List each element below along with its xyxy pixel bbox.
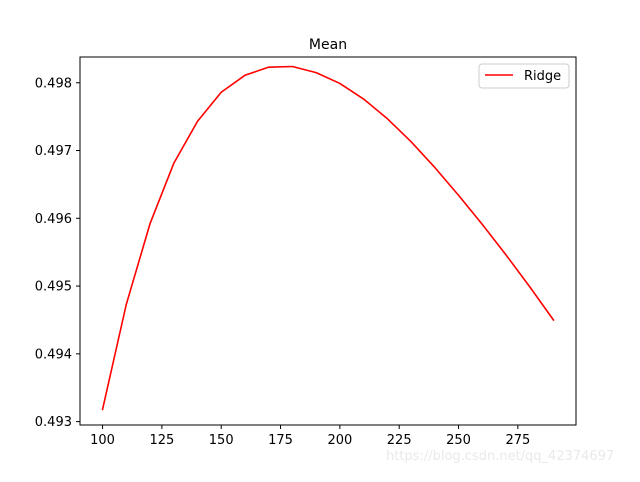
chart-title: Mean [309, 37, 347, 53]
series-line-ridge [101, 65, 555, 411]
x-tick-label: 125 [149, 433, 174, 448]
plot-area [80, 57, 576, 425]
legend: Ridge [478, 63, 570, 89]
series-layer [101, 65, 555, 411]
x-tick-label: 175 [268, 433, 293, 448]
x-tick-label: 150 [209, 433, 234, 448]
x-tick-label: 100 [90, 433, 115, 448]
x-axis: 100 125 150 175 200 225 250 275 [90, 425, 530, 448]
watermark: https://blog.csdn.net/qq_42374697 [386, 449, 615, 464]
x-tick-label: 225 [387, 433, 412, 448]
y-tick-label: 0.498 [35, 76, 72, 91]
legend-box [478, 63, 570, 89]
y-tick-label: 0.494 [35, 347, 72, 362]
y-tick-label: 0.496 [35, 212, 72, 227]
legend-label-ridge: Ridge [524, 69, 561, 84]
y-tick-label: 0.497 [35, 144, 72, 159]
x-tick-label: 275 [505, 433, 530, 448]
x-tick-label: 200 [327, 433, 352, 448]
x-tick-label: 250 [446, 433, 471, 448]
plot-frame [79, 56, 577, 426]
y-axis: 0.493 0.494 0.495 0.496 0.497 0.498 [35, 76, 80, 430]
y-tick-label: 0.495 [35, 280, 72, 295]
y-tick-label: 0.493 [35, 415, 72, 430]
